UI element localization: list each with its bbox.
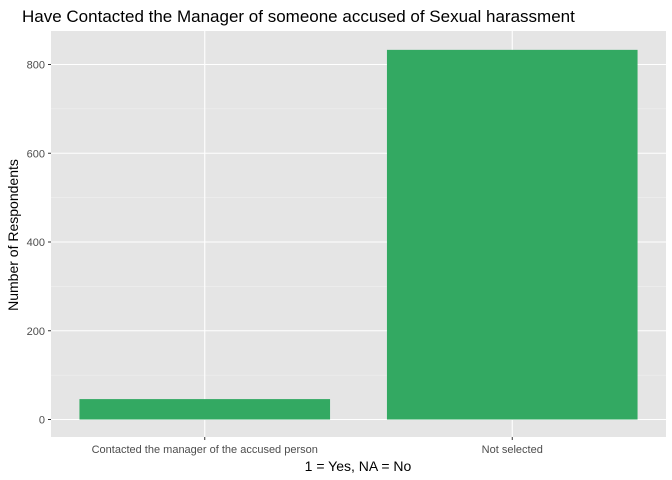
x-axis-title: 1 = Yes, NA = No [305,458,412,474]
bar [79,399,331,420]
y-tick-label: 400 [27,237,45,249]
y-tick-label: 200 [27,326,45,338]
y-axis: 0 200 400 600 800 [27,60,51,427]
y-axis-title: Number of Respondents [5,159,21,311]
y-tick-label: 800 [27,60,45,72]
y-tick-label: 0 [39,415,45,427]
bar [386,49,638,420]
chart-title: Have Contacted the Manager of someone ac… [22,7,575,26]
y-tick-label: 600 [27,148,45,160]
x-tick-label: Not selected [482,444,543,456]
x-tick-label: Contacted the manager of the accused per… [92,444,318,456]
x-axis: Contacted the manager of the accused per… [92,437,543,456]
bars [79,49,638,420]
